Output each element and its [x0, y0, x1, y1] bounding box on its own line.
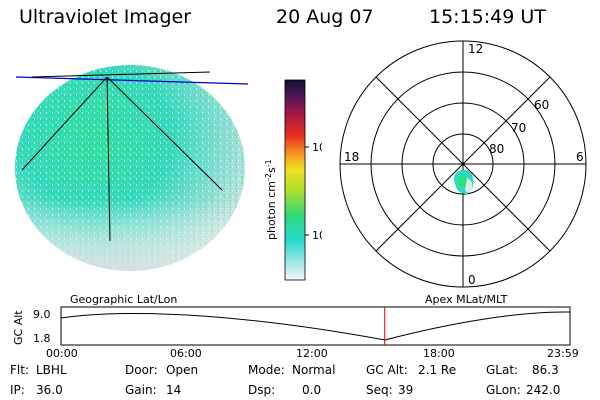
door-value: Open — [166, 363, 199, 377]
filter-value: LBHL — [36, 363, 67, 377]
orbit-xtick-1200: 12:00 — [296, 347, 328, 360]
colorbar: 100 10 photon cm-2s-1 — [264, 79, 322, 281]
mlt-label-6: 6 — [576, 150, 584, 164]
gain-value: 14 — [166, 383, 182, 397]
gcalt-value: 2.1 Re — [418, 363, 457, 377]
longitude-line — [15, 76, 249, 85]
colorbar-tick-label-10: 10 — [312, 229, 322, 242]
latitude-line — [31, 71, 211, 78]
orbit-right-label: Apex MLat/MLT — [425, 293, 508, 306]
mlt-label-12: 12 — [468, 42, 483, 56]
glat-value: 86.3 — [532, 363, 559, 377]
polar-aurora-edge — [465, 178, 473, 193]
polar-aurora-core — [457, 175, 467, 188]
orbit-xtick-0000: 00:00 — [46, 347, 78, 360]
glat-label: GLat: — [486, 363, 519, 377]
colorbar-tick-label-100: 100 — [312, 141, 322, 154]
dsp-label: Dsp: — [248, 383, 276, 397]
lat-label-80: 80 — [489, 142, 504, 156]
gcalt-label: GC Alt: — [366, 363, 408, 377]
mlt-label-0: 0 — [468, 273, 476, 287]
orbit-plot-frame — [60, 306, 571, 346]
polar-diagonal-2 — [375, 76, 551, 252]
orbit-left-label: Geographic Lat/Lon — [70, 293, 178, 306]
glon-value: 242.0 — [526, 383, 561, 397]
meridian-line-west — [21, 76, 108, 171]
ip-label: IP: — [10, 383, 25, 397]
meridian-line-south — [106, 76, 111, 242]
glon-label: GLon: — [486, 383, 521, 397]
door-label: Door: — [125, 363, 158, 377]
polar-plot: 12 18 6 0 60 70 80 — [339, 40, 587, 288]
meridian-line-east — [106, 76, 223, 191]
colorbar-unit-label: photon cm-2s-1 — [264, 159, 278, 240]
seq-value: 39 — [398, 383, 414, 397]
orbit-plot: GC Alt 9.0 1.8 00:00 06:00 12:00 18:00 2… — [12, 306, 579, 360]
seq-label: Seq: — [366, 383, 393, 397]
colorbar-gradient — [284, 79, 306, 281]
lat-label-70: 70 — [511, 121, 526, 135]
geographic-image-panel — [15, 65, 249, 271]
orbit-xtick-1800: 18:00 — [423, 347, 455, 360]
orbit-xtick-2359: 23:59 — [547, 347, 579, 360]
image-date: 20 Aug 07 — [276, 6, 374, 28]
mode-label: Mode: — [248, 363, 285, 377]
orbit-ytick-1.8: 1.8 — [33, 332, 51, 345]
image-time: 15:15:49 UT — [429, 6, 546, 28]
dsp-value: 0.0 — [302, 383, 322, 397]
filter-label: Flt: — [10, 363, 29, 377]
mlt-label-18: 18 — [344, 150, 359, 164]
lat-label-60: 60 — [534, 98, 549, 112]
orbit-xtick-0600: 06:00 — [170, 347, 202, 360]
gain-label: Gain: — [125, 383, 157, 397]
ip-value: 36.0 — [36, 383, 63, 397]
orbit-altitude-curve — [60, 311, 571, 341]
orbit-ytick-9: 9.0 — [33, 308, 51, 321]
orbit-axis-title: GC Alt — [12, 310, 25, 345]
mode-value: Normal — [292, 363, 336, 377]
earth-disk-dayglow — [15, 65, 245, 271]
instrument-title: Ultraviolet Imager — [19, 6, 192, 28]
